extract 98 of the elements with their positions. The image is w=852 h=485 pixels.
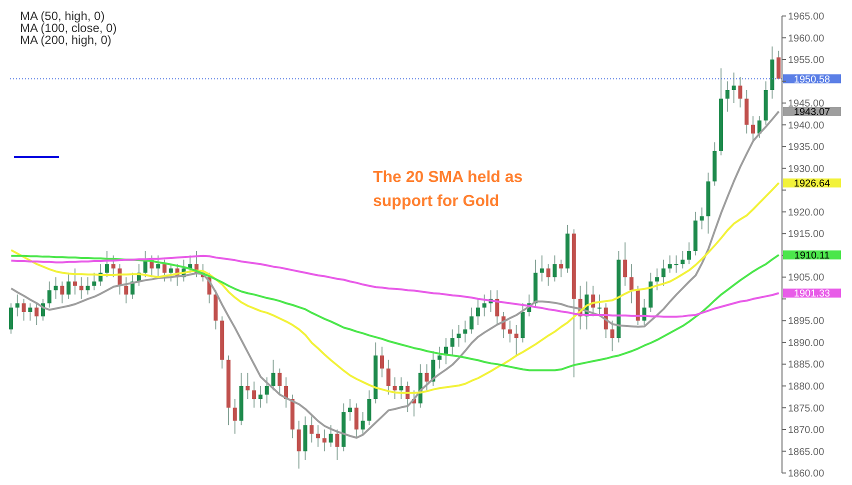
y-tick-label: 1890.00 (788, 338, 825, 349)
candlestick (476, 298, 480, 326)
ref-line-label: 1950.58 (794, 74, 831, 86)
annotation: The 20 SMA held as support for Gold (373, 168, 524, 212)
candlestick (597, 294, 602, 317)
candlestick (316, 424, 320, 448)
candlestick (482, 294, 486, 317)
candlestick (680, 250, 685, 269)
y-tick-label: 1885.00 (788, 360, 825, 371)
candlestick (28, 302, 32, 322)
candlestick (552, 254, 557, 282)
annotation: MA (100, close, 0) (20, 21, 117, 35)
candlestick (310, 416, 314, 444)
candlestick (322, 428, 326, 452)
y-tick-label: 1915.00 (788, 229, 825, 240)
candlestick (559, 259, 564, 278)
y-tick-label: 1955.00 (788, 55, 825, 66)
candlestick (508, 320, 512, 343)
candlestick (470, 307, 474, 334)
candlestick (278, 368, 282, 396)
candlestick (72, 268, 77, 296)
candlestick (124, 276, 128, 304)
candlestick (252, 381, 256, 408)
candlestick (162, 259, 167, 282)
candlestick (296, 420, 301, 470)
y-tick-label: 1880.00 (788, 382, 825, 392)
candlestick (354, 402, 358, 439)
candlestick (687, 242, 692, 265)
candlestick (104, 250, 109, 278)
data-label: 1926.64 (794, 178, 831, 190)
candlestick (271, 359, 276, 391)
candlestick (424, 364, 429, 391)
candlestick (54, 276, 58, 300)
candlestick (725, 80, 730, 112)
candlestick (540, 254, 544, 282)
y-tick-label: 1895.00 (788, 316, 825, 328)
candlestick (258, 385, 262, 408)
y-tick-label: 1905.00 (788, 272, 825, 284)
y-tick-label: 1875.00 (788, 403, 825, 414)
line-series (10, 110, 780, 439)
candlestick (463, 320, 468, 343)
candlestick (610, 320, 614, 352)
y-tick-label: 1960.00 (788, 33, 825, 44)
candlestick (450, 328, 454, 356)
candlestick (232, 398, 237, 434)
candlestick (456, 324, 461, 348)
line-series (10, 254, 780, 372)
candlestick (348, 398, 352, 422)
candlestick (15, 294, 20, 317)
candlestick (392, 376, 397, 400)
candlestick (438, 346, 442, 370)
candlestick (60, 280, 64, 304)
candlestick (700, 207, 704, 230)
candlestick (360, 412, 365, 434)
y-tick-label: 1865.00 (788, 446, 825, 458)
candlestick (738, 76, 742, 108)
candlestick (661, 259, 666, 286)
candlestick (156, 254, 160, 278)
y-tick-label: 1870.00 (788, 425, 825, 436)
y-tick-label: 1920.00 (788, 207, 825, 218)
candlestick (34, 302, 39, 326)
y-tick-label: 1940.00 (788, 120, 825, 132)
y-tick-label: 1935.00 (788, 142, 825, 154)
annotation: MA (200, high, 0) (20, 33, 112, 47)
candlestick (47, 280, 52, 308)
data-label: 1910.11 (794, 250, 830, 262)
candlestick (367, 390, 372, 426)
candlestick (655, 268, 660, 291)
candlestick (674, 254, 678, 274)
annotation: MA (50, high, 0) (20, 9, 106, 23)
candlestick (246, 372, 250, 400)
candlestick (668, 254, 672, 274)
candlestick (111, 254, 116, 278)
candlestick (66, 272, 71, 300)
candlestick (732, 72, 736, 104)
candlestick (514, 324, 518, 356)
candlestick (86, 276, 90, 296)
data-label: 1943.07 (794, 106, 831, 118)
candlestick (546, 264, 550, 286)
candlestick (751, 116, 756, 143)
candlestick (380, 346, 384, 378)
candlestick (9, 302, 13, 334)
candlestick (386, 359, 390, 396)
candlestick (168, 264, 173, 282)
candlestick (399, 376, 404, 400)
candlestick (328, 424, 333, 448)
y-tick-label: 1860.00 (788, 468, 825, 480)
candlestick (629, 264, 634, 304)
candlestick (264, 376, 269, 404)
candlestick (22, 298, 26, 322)
y-tick-label: 1930.00 (788, 164, 825, 175)
y-tick-label: 1965.00 (788, 12, 825, 23)
candlestick (92, 272, 96, 291)
data-label: 1901.33 (794, 288, 831, 300)
candlestick (79, 276, 84, 300)
candlestick (335, 428, 340, 460)
candlestick (776, 50, 781, 80)
candlestick (623, 242, 628, 286)
